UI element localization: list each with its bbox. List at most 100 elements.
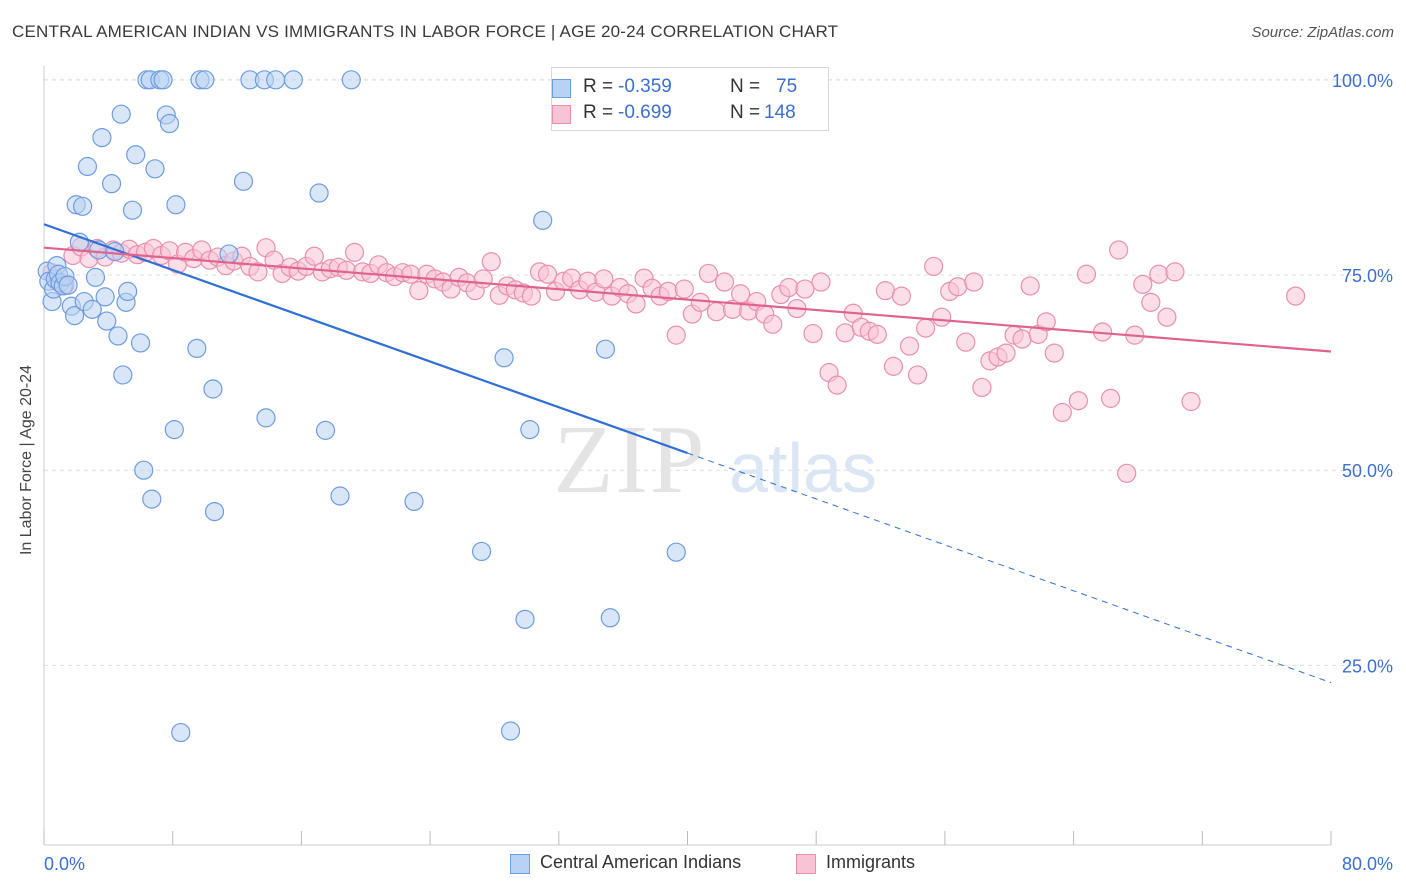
legend-label-pink: Immigrants	[826, 852, 916, 872]
data-point-immigrants	[248, 262, 268, 282]
data-point-immigrants	[924, 256, 944, 277]
axes	[43, 66, 1332, 846]
trend-line-blue	[43, 223, 688, 455]
data-point-immigrants	[730, 284, 751, 304]
data-point-central-american-indians	[219, 244, 239, 264]
data-point-immigrants	[1036, 312, 1056, 332]
data-point-immigrants	[1109, 240, 1129, 260]
data-point-immigrants	[1133, 274, 1153, 294]
data-point-central-american-indians	[145, 159, 165, 179]
data-point-central-american-indians	[64, 306, 85, 326]
data-point-central-american-indians	[283, 70, 303, 90]
data-point-immigrants	[1141, 292, 1161, 312]
data-point-central-american-indians	[203, 379, 223, 399]
data-point-central-american-indians	[101, 174, 122, 194]
n-value-blue: 75	[776, 76, 798, 97]
data-point-immigrants	[401, 264, 421, 284]
data-point-immigrants	[835, 323, 855, 343]
n-label: N =	[730, 102, 761, 123]
data-point-immigrants	[932, 307, 952, 327]
source-credit: Source: ZipAtlas.com	[1251, 24, 1394, 41]
data-point-immigrants	[537, 264, 558, 284]
data-point-immigrants	[795, 279, 815, 299]
y-tick-label: 100.0%	[1332, 71, 1393, 91]
r-label: R =	[583, 76, 614, 97]
data-point-immigrants	[891, 286, 912, 306]
data-point-immigrants	[626, 294, 646, 314]
data-point-immigrants	[867, 324, 887, 344]
data-point-central-american-indians	[595, 339, 616, 359]
tick-labels: 25.0% 50.0% 75.0% 100.0% 0.0% 80.0%	[44, 71, 1393, 874]
x-tick-label: 80.0%	[1342, 854, 1393, 874]
y-tick-label: 50.0%	[1342, 461, 1393, 481]
data-point-central-american-indians	[73, 196, 93, 216]
data-point-immigrants	[666, 325, 686, 345]
data-point-central-american-indians	[171, 722, 191, 743]
data-point-central-american-indians	[82, 299, 102, 319]
data-point-central-american-indians	[471, 541, 492, 562]
data-point-immigrants	[344, 242, 365, 262]
legend-label-blue: Central American Indians	[540, 852, 742, 872]
data-point-immigrants	[1149, 264, 1169, 284]
trend-line-pink	[43, 246, 1332, 353]
watermark-atlas: atlas	[729, 429, 877, 507]
trend-line-blue-extension	[687, 452, 1332, 684]
data-point-immigrants	[964, 272, 984, 292]
blue-points	[37, 70, 686, 743]
data-point-central-american-indians	[58, 275, 78, 295]
data-point-immigrants	[875, 281, 895, 301]
data-point-immigrants	[473, 269, 493, 289]
data-point-immigrants	[698, 263, 719, 284]
stats-legend: R = -0.359 N = 75 R = -0.699 N = 148	[551, 67, 829, 131]
n-label: N =	[730, 76, 761, 97]
data-point-immigrants	[1020, 276, 1040, 296]
x-tick-label: 0.0%	[44, 854, 85, 874]
data-point-central-american-indians	[126, 145, 146, 165]
data-point-central-american-indians	[122, 200, 143, 220]
data-point-central-american-indians	[130, 333, 151, 353]
data-point-immigrants	[827, 375, 847, 395]
legend-swatch-pink	[796, 854, 816, 874]
data-point-immigrants	[706, 302, 727, 322]
r-value-blue: -0.359	[618, 76, 672, 97]
data-point-immigrants	[714, 272, 735, 292]
data-point-immigrants	[763, 314, 783, 334]
data-point-central-american-indians	[92, 127, 112, 148]
data-point-immigrants	[1181, 391, 1201, 412]
n-value-pink: 148	[764, 102, 796, 123]
data-point-central-american-indians	[118, 281, 138, 302]
trend-lines	[43, 223, 1332, 684]
data-point-immigrants	[1117, 463, 1137, 483]
watermark: ZIP atlas	[554, 406, 877, 514]
data-point-immigrants	[594, 269, 614, 289]
legend-swatch-blue	[510, 854, 530, 874]
data-point-immigrants	[803, 323, 823, 344]
data-point-immigrants	[1157, 307, 1177, 327]
data-point-immigrants	[899, 336, 920, 356]
y-tick-label: 75.0%	[1342, 266, 1393, 286]
data-point-central-american-indians	[108, 326, 128, 346]
data-point-central-american-indians	[187, 338, 207, 359]
gridlines	[44, 79, 1365, 666]
data-point-central-american-indians	[266, 70, 286, 90]
data-point-central-american-indians	[256, 408, 276, 428]
data-point-central-american-indians	[520, 420, 540, 440]
data-point-immigrants	[336, 260, 357, 280]
data-point-central-american-indians	[204, 501, 225, 522]
data-point-central-american-indians	[404, 491, 424, 512]
data-point-immigrants	[521, 286, 542, 306]
data-point-immigrants	[1076, 264, 1097, 284]
legend-swatch-pink	[552, 105, 571, 124]
data-point-central-american-indians	[153, 70, 173, 90]
watermark-zip: ZIP	[554, 406, 707, 514]
r-value-pink: -0.699	[618, 102, 672, 123]
data-point-central-american-indians	[142, 489, 162, 509]
data-point-central-american-indians	[330, 486, 350, 506]
data-point-central-american-indians	[95, 287, 115, 307]
data-point-immigrants	[1052, 402, 1072, 423]
y-tick-label: 25.0%	[1342, 656, 1393, 676]
data-point-central-american-indians	[113, 365, 133, 385]
chart-title: CENTRAL AMERICAN INDIAN VS IMMIGRANTS IN…	[12, 22, 839, 41]
data-point-central-american-indians	[164, 420, 184, 440]
